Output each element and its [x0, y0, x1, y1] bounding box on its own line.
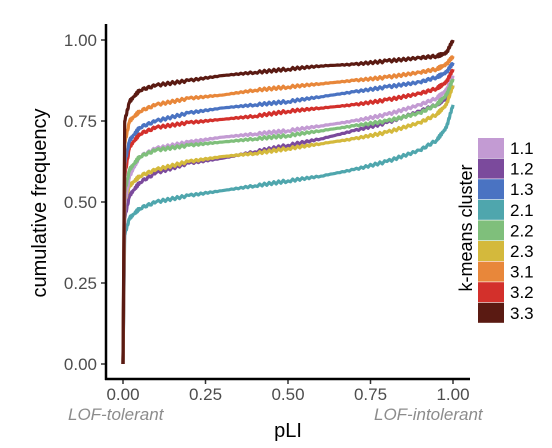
legend-label: 3.2 [510, 283, 534, 302]
lof-tolerant-note: LOF-tolerant [68, 405, 165, 424]
x-tick-label: 0.25 [189, 385, 222, 404]
x-tick-label: 0.50 [271, 385, 304, 404]
y-tick-label: 1.00 [64, 31, 97, 50]
y-tick-label: 0.25 [64, 274, 97, 293]
x-axis-ticks: 0.00 0.25 0.50 0.75 1.00 [106, 379, 470, 404]
y-axis-title: cumulative frequency [29, 109, 51, 298]
legend: 1.1 1.21.3 2.12.2 2.3 3.13.2 3.3 [478, 138, 534, 323]
x-axis-title: pLI [274, 420, 302, 442]
legend-title: k-means cluster [456, 164, 476, 291]
y-tick-label: 0.50 [64, 193, 97, 212]
x-tick-label: 0.75 [354, 385, 387, 404]
series-line-2-1 [121, 104, 455, 365]
series-lines [121, 39, 455, 365]
legend-label: 1.2 [510, 160, 534, 179]
legend-label: 2.1 [510, 201, 534, 220]
series-line-2-2 [121, 78, 455, 365]
legend-label: 3.3 [510, 304, 534, 323]
legend-swatch [478, 302, 504, 323]
y-tick-label: 0.75 [64, 112, 97, 131]
series-line-3-2 [121, 68, 455, 365]
legend-label: 3.1 [510, 263, 534, 282]
legend-swatch [478, 158, 504, 179]
legend-swatch [478, 199, 504, 220]
legend-label: 1.3 [510, 180, 534, 199]
legend-label: 2.3 [510, 242, 534, 261]
legend-swatch [478, 138, 504, 158]
x-tick-label: 0.00 [106, 385, 139, 404]
series-line-1-1 [121, 75, 455, 365]
legend-label: 2.2 [510, 221, 534, 240]
y-tick-label: 0.00 [64, 355, 97, 374]
y-axis-ticks: 0.00 0.25 0.50 0.75 1.00 [64, 31, 106, 374]
legend-label: 1.1 [510, 139, 534, 158]
series-line-3-1 [121, 55, 455, 365]
x-tick-label: 1.00 [436, 385, 469, 404]
legend-swatch [478, 241, 504, 261]
legend-swatch [478, 220, 504, 241]
series-line-1-3 [121, 62, 455, 365]
lof-intolerant-note: LOF-intolerant [374, 405, 484, 424]
legend-swatch [478, 179, 504, 200]
series-line-3-3 [121, 39, 455, 365]
series-line-2-3 [121, 85, 455, 365]
legend-swatch [478, 261, 504, 282]
legend-swatch [478, 282, 504, 303]
